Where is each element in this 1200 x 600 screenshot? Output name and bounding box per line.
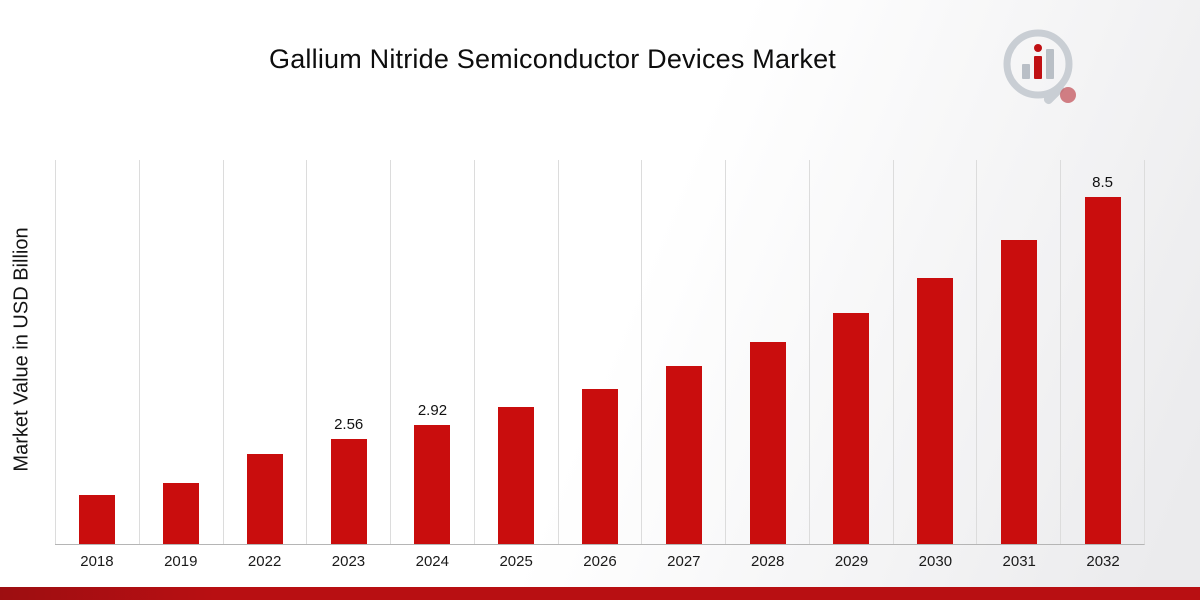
chart-column xyxy=(222,160,307,544)
x-tick-label: 2027 xyxy=(667,553,701,570)
chart-column xyxy=(557,160,642,544)
chart-column xyxy=(55,160,139,544)
bar-value-label: 2.92 xyxy=(417,401,448,419)
bar-2025 xyxy=(498,407,535,544)
x-tick-label: 2023 xyxy=(331,553,366,570)
chart-column xyxy=(976,160,1060,544)
brand-logo xyxy=(992,22,1088,110)
x-tick-label: 2019 xyxy=(164,553,198,570)
chart-column xyxy=(725,160,809,544)
bar-2027 xyxy=(665,366,702,544)
bar-2030 xyxy=(917,278,954,544)
x-tick-label: 2024 xyxy=(415,553,449,570)
chart-column xyxy=(473,160,558,544)
x-tick-label: 2022 xyxy=(247,553,282,570)
bar-2029 xyxy=(833,313,870,544)
y-axis-label: Market Value in USD Billion xyxy=(10,227,33,472)
bar-2031 xyxy=(1000,239,1037,544)
chart-plot: 2.56 2.92 8.5 xyxy=(55,160,1145,545)
x-tick-label: 2028 xyxy=(750,553,785,570)
chart-column xyxy=(138,160,223,544)
x-tick-label: 2032 xyxy=(1086,553,1120,570)
x-axis: 2018 2019 2022 2023 2024 2025 2026 2027 2028 2029… xyxy=(55,553,1145,570)
bar-2023 xyxy=(330,439,367,544)
bar-2019 xyxy=(163,482,200,544)
x-tick-label: 2030 xyxy=(918,553,953,570)
bar-2028 xyxy=(749,341,786,544)
chart-column: 2.56 xyxy=(306,160,390,544)
bar-2026 xyxy=(581,388,618,544)
chart-column xyxy=(892,160,977,544)
bar-chart-magnifier-icon xyxy=(1003,29,1076,105)
chart-column: 2.92 xyxy=(390,160,474,544)
bar-2022 xyxy=(246,454,283,544)
x-tick-label: 2025 xyxy=(499,553,533,570)
bar-2024 xyxy=(414,424,451,544)
x-tick-label: 2029 xyxy=(834,553,869,570)
x-tick-label: 2026 xyxy=(583,553,617,570)
x-tick-label: 2018 xyxy=(80,553,114,570)
bar-value-label: 8.5 xyxy=(1092,173,1113,191)
page-title: Gallium Nitride Semiconductor Devices Ma… xyxy=(269,44,836,74)
footer-accent-bar xyxy=(0,587,1200,600)
bar-2018 xyxy=(79,494,116,544)
chart-column xyxy=(808,160,893,544)
bar-2032 xyxy=(1084,196,1121,544)
bar-chart: 2.56 2.92 8.5 2018 2019 2022 2023 2024 2025 2026… xyxy=(55,160,1145,570)
chart-column: 8.5 xyxy=(1060,160,1144,544)
bar-value-label: 2.56 xyxy=(334,416,364,434)
x-tick-label: 2031 xyxy=(1002,553,1036,570)
chart-column xyxy=(641,160,725,544)
